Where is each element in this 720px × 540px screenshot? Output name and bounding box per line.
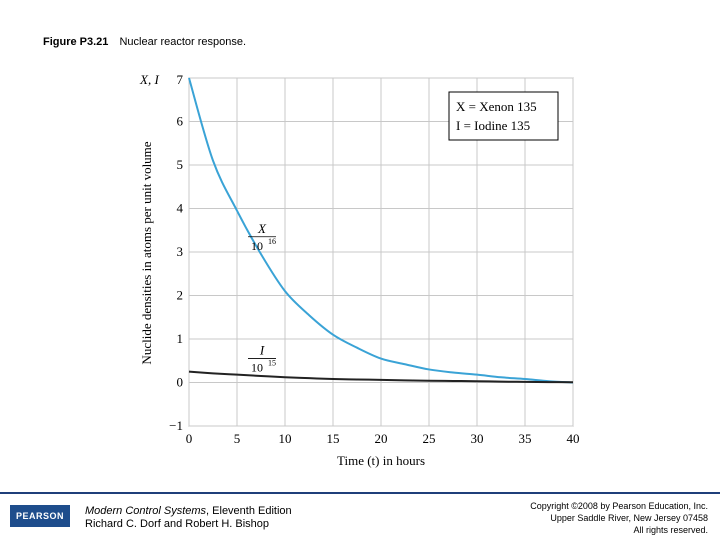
y-tick-label: −1 [169, 418, 183, 433]
iodine-curve [188, 370, 574, 384]
y-tick-label: 3 [177, 244, 184, 259]
footer-rule [0, 492, 720, 494]
legend: X = Xenon 135 I = Iodine 135 [448, 91, 559, 141]
book-credit: Modern Control Systems, Eleventh Edition… [85, 505, 292, 531]
figure-title: Figure P3.21 Nuclear reactor response. [43, 36, 246, 48]
y-axis-label: Nuclide densities in atoms per unit volu… [139, 141, 154, 364]
legend-box [448, 91, 559, 141]
legend-line-xenon: X = Xenon 135 [456, 99, 537, 114]
copyright-line-1: Copyright ©2008 by Pearson Education, In… [530, 501, 708, 511]
chart-series [188, 77, 574, 384]
curve-label-denominator: 10 [251, 361, 263, 375]
legend-line-iodine: I = Iodine 135 [456, 118, 530, 133]
x-axis-label: Time (t) in hours [337, 453, 425, 468]
y-tick-label: 1 [177, 331, 184, 346]
copyright-line-2: Upper Saddle River, New Jersey 07458 [550, 513, 708, 523]
x-tick-label: 20 [375, 431, 388, 446]
x-tick-label: 5 [234, 431, 241, 446]
curve-label-numerator: X [257, 221, 267, 236]
curve-annotations: X 10 16 I 10 15 [248, 221, 276, 375]
y-tick-label: 2 [177, 288, 184, 303]
figure-caption: Nuclear reactor response. [119, 36, 247, 48]
xenon-curve [188, 77, 574, 384]
curve-label-exponent: 15 [268, 359, 276, 368]
copyright-line-3: All rights reserved. [633, 525, 708, 535]
book-edition: , Eleventh Edition [206, 505, 292, 517]
y-tick-label: 6 [177, 114, 184, 129]
x-tick-label: 15 [327, 431, 340, 446]
x-tick-label: 10 [279, 431, 292, 446]
curve-label-denominator: 10 [251, 239, 263, 253]
curve-label: I 10 15 [248, 343, 276, 375]
pearson-logo: PEARSON [10, 505, 70, 527]
copyright: Copyright ©2008 by Pearson Education, In… [530, 500, 708, 536]
y-axis-top-label: X, I [139, 72, 159, 87]
y-tick-label: 0 [177, 375, 184, 390]
figure-number: Figure P3.21 [43, 36, 109, 48]
curve-label: X 10 16 [248, 221, 276, 253]
x-tick-label: 0 [186, 431, 193, 446]
curve-label-numerator: I [259, 343, 265, 358]
x-tick-label: 25 [423, 431, 436, 446]
x-tick-label: 30 [471, 431, 484, 446]
book-title: Modern Control Systems [85, 505, 207, 517]
x-tick-label: 40 [567, 431, 580, 446]
book-authors: Richard C. Dorf and Robert H. Bishop [85, 518, 270, 530]
y-tick-label: 5 [177, 157, 184, 172]
x-tick-label: 35 [519, 431, 532, 446]
y-tick-label: 7 [177, 72, 184, 87]
y-tick-label: 4 [177, 201, 184, 216]
curve-label-exponent: 16 [268, 237, 276, 246]
